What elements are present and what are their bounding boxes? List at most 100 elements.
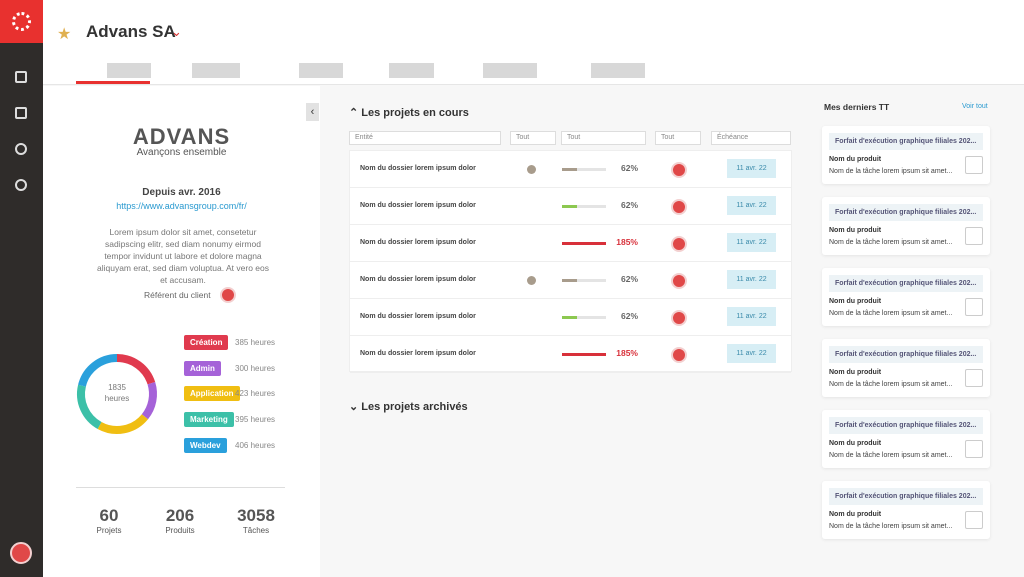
card-title: Forfait d'exécution graphique filiales 2… bbox=[829, 346, 983, 363]
tab[interactable] bbox=[192, 63, 240, 78]
tab[interactable] bbox=[107, 63, 151, 78]
client-url[interactable]: https://www.advansgroup.com/fr/ bbox=[116, 201, 247, 211]
due-date: 11 avr. 22 bbox=[727, 307, 776, 326]
collapse-button[interactable]: ‹ bbox=[306, 103, 319, 121]
timer-button[interactable] bbox=[965, 227, 983, 245]
owner-avatar[interactable] bbox=[671, 199, 687, 215]
tt-card[interactable]: Forfait d'exécution graphique filiales 2… bbox=[822, 481, 990, 539]
tab[interactable] bbox=[389, 63, 434, 78]
donut-segment bbox=[97, 414, 149, 434]
owner-avatar[interactable] bbox=[671, 162, 687, 178]
timer-button[interactable] bbox=[965, 298, 983, 316]
donut-segment bbox=[116, 354, 156, 385]
project-row[interactable]: Nom du dossier lorem ipsum dolor 62% 11 av… bbox=[350, 151, 791, 188]
tt-card[interactable]: Forfait d'exécution graphique filiales 2… bbox=[822, 126, 990, 184]
card-title: Forfait d'exécution graphique filiales 2… bbox=[829, 417, 983, 434]
legend-pill: Création bbox=[184, 335, 229, 350]
legend-pill: Marketing bbox=[184, 412, 234, 428]
section-title[interactable]: ⌄ Les projets archivés bbox=[349, 401, 468, 413]
dropdown-caret[interactable]: ⌄ bbox=[171, 24, 182, 39]
tools-icon[interactable] bbox=[15, 179, 27, 191]
client-title[interactable]: Advans SA bbox=[86, 22, 176, 41]
donut-segment bbox=[77, 384, 102, 430]
project-row[interactable]: Nom du dossier lorem ipsum dolor 62% 11 av… bbox=[350, 188, 791, 225]
project-name: Nom du dossier lorem ipsum dolor bbox=[360, 165, 476, 172]
progress-label: 62% bbox=[620, 200, 638, 210]
timer-icon[interactable] bbox=[15, 143, 27, 155]
favorite-star[interactable]: ★ bbox=[57, 26, 72, 43]
filter-input[interactable]: Tout bbox=[655, 131, 701, 145]
tt-card[interactable]: Forfait d'exécution graphique filiales 2… bbox=[822, 339, 990, 397]
member-icon bbox=[527, 276, 536, 285]
project-row[interactable]: Nom du dossier lorem ipsum dolor 62% 11 av… bbox=[350, 262, 791, 299]
progress-label: 185% bbox=[616, 237, 638, 247]
timer-button[interactable] bbox=[965, 511, 983, 529]
owner-avatar[interactable] bbox=[671, 273, 687, 289]
due-date: 11 avr. 22 bbox=[727, 196, 776, 215]
archived-title: Les projets archivés bbox=[361, 401, 468, 413]
referent-avatar[interactable] bbox=[220, 287, 236, 303]
card-product: Nom du produit bbox=[829, 440, 882, 447]
progress-bar bbox=[562, 279, 577, 282]
header: ★ Advans SA ⌄ bbox=[43, 0, 1024, 85]
project-row[interactable]: Nom du dossier lorem ipsum dolor 62% 11 av… bbox=[350, 299, 791, 336]
sidebar bbox=[0, 0, 43, 577]
project-name: Nom du dossier lorem ipsum dolor bbox=[360, 202, 476, 209]
tagline: Avançons ensemble bbox=[136, 147, 227, 158]
project-row[interactable]: Nom du dossier lorem ipsum dolor 185% 11 a… bbox=[350, 336, 791, 373]
description: Lorem ipsum dolor sit amet, consetetur s… bbox=[97, 227, 269, 285]
tt-card[interactable]: Forfait d'exécution graphique filiales 2… bbox=[822, 197, 990, 255]
legend-pill: Admin bbox=[184, 360, 221, 376]
progress-bar bbox=[562, 316, 577, 319]
stat-label: Projets bbox=[96, 526, 122, 535]
card-title: Forfait d'exécution graphique filiales 2… bbox=[829, 488, 983, 505]
progress-track bbox=[562, 316, 606, 319]
card-product: Nom du produit bbox=[829, 298, 882, 305]
stat-label: Tâches bbox=[242, 526, 270, 535]
referent-label: Référent du client bbox=[144, 290, 211, 300]
timer-button[interactable] bbox=[965, 156, 983, 174]
timer-button[interactable] bbox=[965, 440, 983, 458]
owner-avatar[interactable] bbox=[671, 236, 687, 252]
tt-card[interactable]: Forfait d'exécution graphique filiales 2… bbox=[822, 410, 990, 468]
calendar-icon[interactable] bbox=[15, 107, 27, 119]
filter-input[interactable]: Tout bbox=[561, 131, 646, 145]
progress-track bbox=[562, 168, 606, 171]
client-panel: ADVANS Avançons ensemble Depuis avr. 201… bbox=[43, 86, 320, 577]
legend-pill: Application bbox=[184, 386, 240, 402]
owner-avatar[interactable] bbox=[671, 347, 687, 363]
owner-avatar[interactable] bbox=[671, 310, 687, 326]
tab[interactable] bbox=[591, 63, 645, 78]
see-all-link[interactable]: Voir tout bbox=[962, 103, 988, 110]
filter-input[interactable]: Échéance bbox=[711, 131, 791, 145]
stat-value: 60 bbox=[99, 506, 119, 525]
legend-hours: 300 heures bbox=[235, 363, 276, 373]
legend-hours: 385 heures bbox=[235, 338, 276, 347]
tab[interactable] bbox=[299, 63, 343, 78]
tab[interactable] bbox=[483, 63, 537, 78]
card-task: Nom de la tâche lorem ipsum sit amet... bbox=[829, 239, 953, 246]
user-avatar[interactable] bbox=[10, 542, 32, 564]
filter-input[interactable]: Tout bbox=[510, 131, 556, 145]
donut-segment bbox=[141, 382, 157, 420]
progress-label: 62% bbox=[620, 163, 638, 173]
project-name: Nom du dossier lorem ipsum dolor bbox=[360, 313, 476, 320]
tt-card[interactable]: Forfait d'exécution graphique filiales 2… bbox=[822, 268, 990, 326]
dashboard-icon[interactable] bbox=[15, 71, 27, 83]
projects-table: Nom du dossier lorem ipsum dolor 62% 11 av… bbox=[349, 150, 792, 373]
card-task: Nom de la tâche lorem ipsum sit amet... bbox=[829, 381, 953, 388]
client-logo: ADVANS bbox=[132, 124, 231, 149]
logo-button[interactable] bbox=[0, 0, 43, 43]
card-task: Nom de la tâche lorem ipsum sit amet... bbox=[829, 452, 953, 459]
card-title: Forfait d'exécution graphique filiales 2… bbox=[829, 204, 983, 221]
progress-bar bbox=[562, 205, 577, 208]
due-date: 11 avr. 22 bbox=[727, 159, 776, 178]
project-row[interactable]: Nom du dossier lorem ipsum dolor 185% 11 a… bbox=[350, 225, 791, 262]
due-date: 11 avr. 22 bbox=[727, 344, 776, 363]
legend-hours: 395 heures bbox=[235, 415, 276, 425]
filter-input[interactable]: Entité bbox=[349, 131, 501, 145]
timer-button[interactable] bbox=[965, 369, 983, 387]
section-title[interactable]: ⌃ Les projets en cours bbox=[349, 107, 469, 119]
stat-label: Produits bbox=[165, 526, 195, 535]
